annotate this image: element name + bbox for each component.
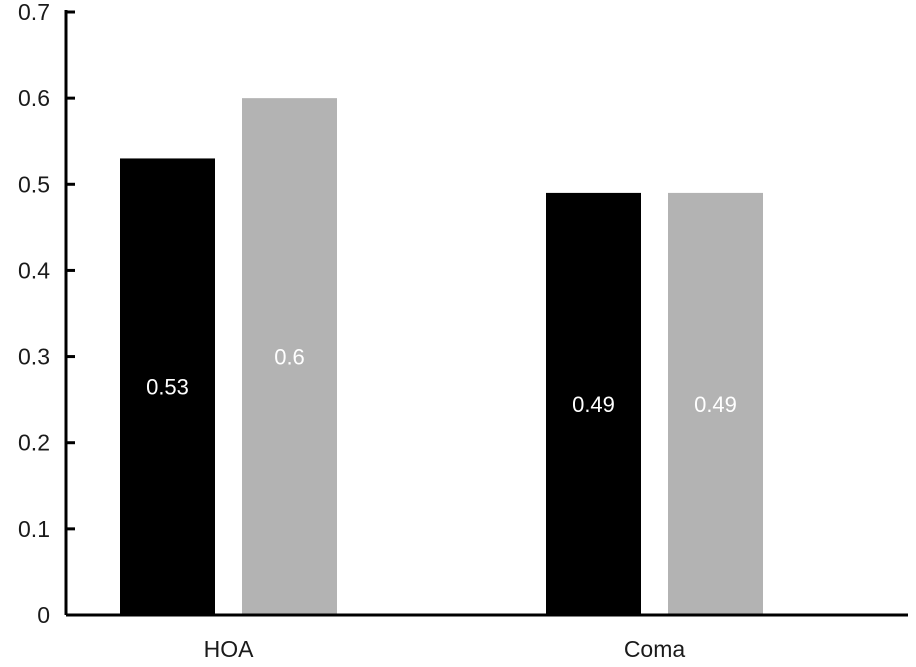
x-tick-label: Coma [624,636,686,662]
x-axis: HOA Coma [66,613,908,662]
bar-value-label: 0.6 [274,345,305,370]
y-tick-label: 0.4 [18,257,50,283]
y-tick-label: 0.5 [18,171,50,197]
bar [546,192,641,615]
bar-value-label: 0.49 [694,392,737,417]
bar [668,192,763,615]
bars: 0.53 0.49 0.6 0.49 [120,98,763,615]
y-tick-label: 0.2 [18,430,50,456]
bar-value-label: 0.53 [146,375,189,400]
bar-value-label: 0.49 [572,392,615,417]
bar [120,158,215,615]
y-tick-label: 0.1 [18,516,50,542]
y-tick-label: 0.6 [18,85,50,111]
y-axis: 0 0.1 0.2 0.3 0.4 0.5 0.6 0.7 [18,0,75,628]
y-tick-label: 0.3 [18,344,50,370]
x-tick-label: HOA [204,636,255,662]
bar [242,98,337,615]
y-tick-label: 0.7 [18,0,50,25]
y-tick-label: 0 [37,602,50,628]
